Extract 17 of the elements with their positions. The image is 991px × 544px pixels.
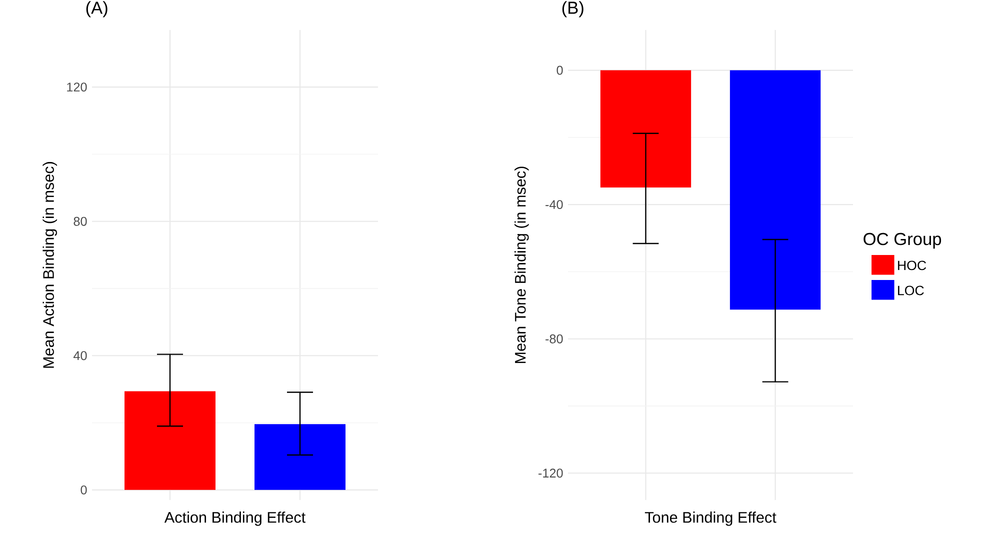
x-axis-title: Action Binding Effect [164, 512, 306, 526]
y-tick-label: 120 [67, 82, 87, 92]
chart-title: (B) [562, 1, 584, 18]
y-tick-label: -40 [546, 200, 563, 210]
y-tick-label: 0 [556, 66, 563, 75]
y-tick-label: -80 [546, 334, 563, 344]
y-tick-label: 80 [74, 216, 87, 226]
y-tick-label: -120 [538, 468, 563, 478]
x-axis-title: Tone Binding Effect [644, 512, 776, 526]
y-axis-title: Mean Action Binding (in msec) [42, 162, 58, 368]
chart-title: (A) [86, 1, 108, 18]
y-tick-label: 0 [80, 485, 87, 494]
y-tick-label: 40 [74, 351, 87, 360]
legend-label: HOC [898, 260, 926, 270]
legend-title: OC Group [864, 232, 942, 249]
legend-label: LOC [898, 286, 924, 296]
y-axis-title: Mean Tone Binding (in msec) [514, 166, 529, 364]
